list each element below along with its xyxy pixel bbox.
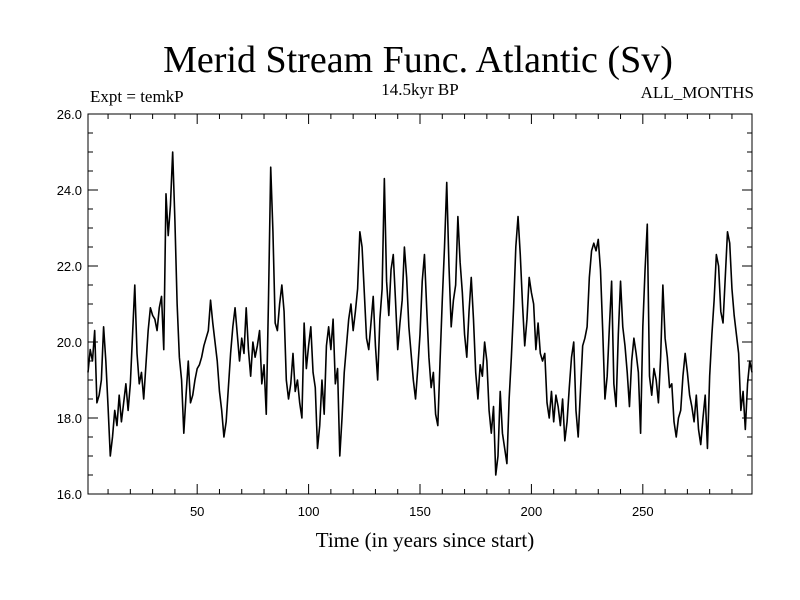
experiment-label: Expt = temkP	[90, 87, 184, 106]
chart-title: Merid Stream Func. Atlantic (Sv)	[163, 39, 673, 81]
series-line	[87, 151, 753, 476]
x-axis-label: Time (in years since start)	[315, 528, 535, 552]
x-tick-label: 250	[632, 504, 654, 519]
y-tick-label: 18.0	[57, 411, 82, 426]
chart-subtitle: 14.5kyr BP	[381, 80, 459, 99]
plot-area	[87, 113, 753, 495]
x-tick-label: 200	[521, 504, 543, 519]
x-tick-label: 100	[298, 504, 320, 519]
y-tick-label: 16.0	[57, 487, 82, 502]
x-axis: 50 100 150 200 250	[107, 114, 733, 519]
y-tick-label: 20.0	[57, 335, 82, 350]
y-tick-label: 22.0	[57, 259, 82, 274]
y-tick-label: 24.0	[57, 183, 82, 198]
x-tick-label: 50	[190, 504, 204, 519]
y-tick-label: 26.0	[57, 107, 82, 122]
months-label: ALL_MONTHS	[640, 83, 754, 102]
x-tick-label: 150	[409, 504, 431, 519]
